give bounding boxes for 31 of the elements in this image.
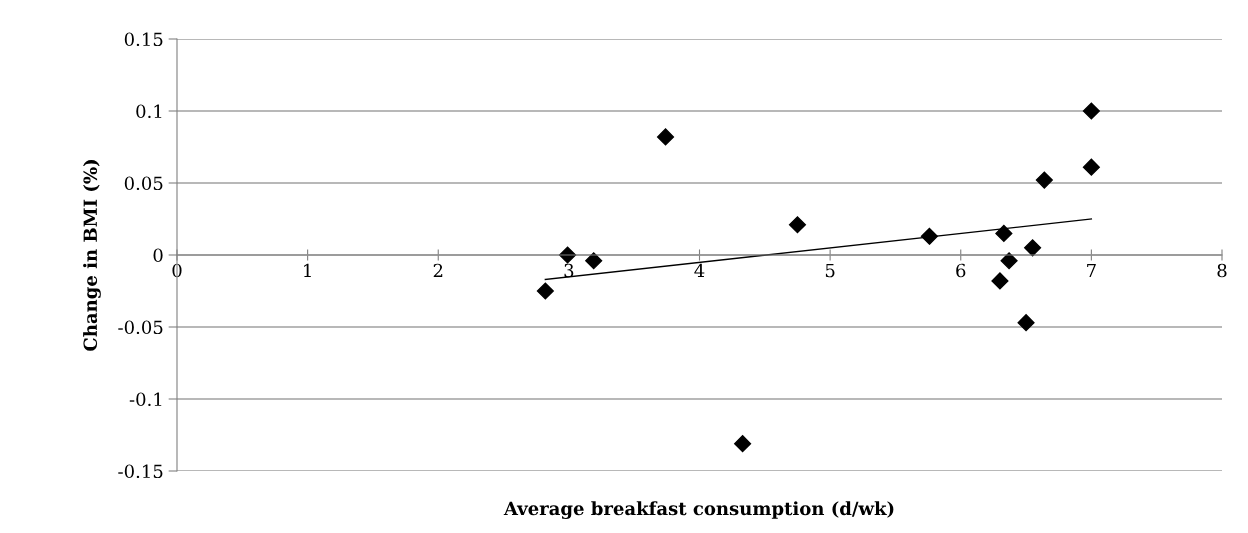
y-tick-label: 0.05 bbox=[124, 176, 163, 191]
point bbox=[656, 128, 675, 146]
point bbox=[1024, 239, 1042, 257]
point bbox=[585, 252, 603, 270]
point bbox=[1082, 158, 1100, 176]
y-tick-label: 0.1 bbox=[136, 104, 162, 119]
x-tick-label: 7 bbox=[1087, 263, 1096, 278]
point bbox=[991, 272, 1009, 290]
x-tick-label: 6 bbox=[956, 263, 966, 278]
point bbox=[1000, 252, 1018, 270]
y-tick-label: 0.15 bbox=[124, 32, 163, 47]
x-axis-title: Average breakfast consumption (d/wk) bbox=[503, 501, 894, 519]
y-tick-label: -0.15 bbox=[118, 464, 163, 479]
y-tick-label: 0 bbox=[153, 248, 163, 263]
point bbox=[536, 282, 554, 300]
y-tick-label: -0.05 bbox=[118, 320, 163, 335]
x-tick-label: 8 bbox=[1217, 263, 1227, 278]
x-tick-label: 5 bbox=[825, 263, 835, 278]
x-tick-label: 0 bbox=[172, 263, 182, 278]
y-tick-label: -0.1 bbox=[129, 392, 162, 407]
x-tick-label: 1 bbox=[304, 263, 311, 278]
point bbox=[734, 435, 752, 453]
point bbox=[1035, 171, 1053, 189]
x-tick-label: 3 bbox=[564, 263, 574, 278]
point bbox=[995, 224, 1013, 242]
x-tick-label: 2 bbox=[433, 263, 443, 278]
y-axis-title: Change in BMI (%) bbox=[83, 160, 101, 351]
point bbox=[788, 216, 807, 234]
x-tick-label: 4 bbox=[694, 263, 705, 278]
point bbox=[1082, 102, 1100, 120]
point bbox=[1017, 314, 1035, 332]
